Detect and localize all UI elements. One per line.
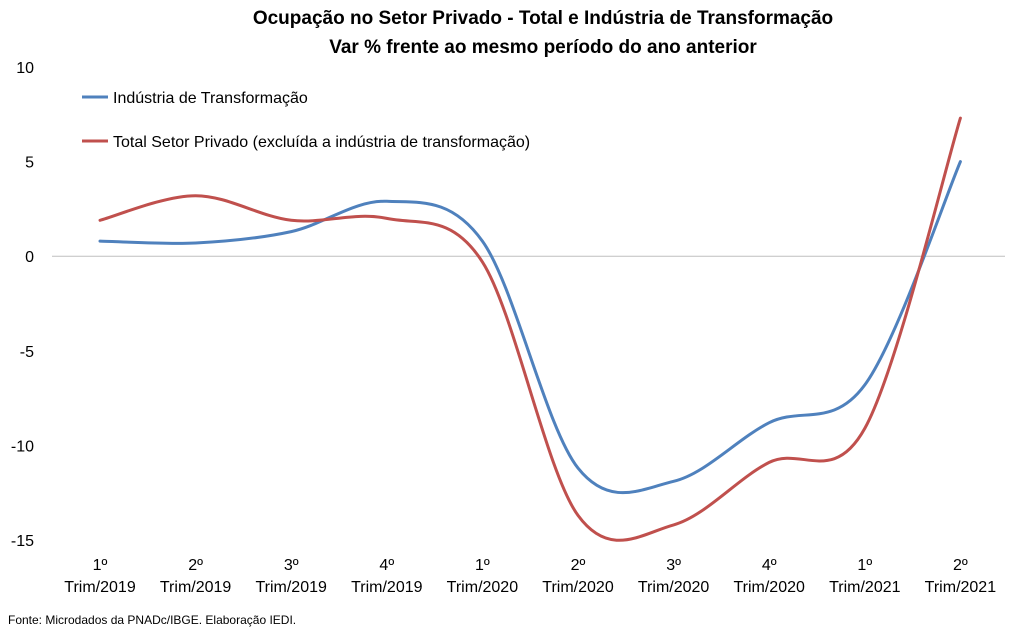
x-tick-label-year: Trim/2019 <box>160 579 232 596</box>
x-tick-label-quarter: 2º <box>188 557 203 574</box>
x-tick-label-year: Trim/2021 <box>829 579 901 596</box>
y-tick-label: -10 <box>11 438 34 455</box>
series-line-industria <box>98 160 962 495</box>
chart-subtitle: Var % frente ao mesmo período do ano ant… <box>329 37 757 58</box>
y-tick-label: 5 <box>25 155 34 172</box>
x-tick-label-year: Trim/2020 <box>638 579 710 596</box>
legend: Indústria de Transformação Total Setor P… <box>82 90 530 151</box>
x-tick-label: 3º Trim/2020 <box>638 557 710 596</box>
x-tick-label: 1º Trim/2019 <box>64 557 136 596</box>
x-tick-label-year: Trim/2020 <box>733 579 805 596</box>
x-tick-label: 1º Trim/2021 <box>829 557 901 596</box>
x-tick-label-quarter: 3º <box>666 557 681 574</box>
source-note: Fonte: Microdados da PNADc/IBGE. Elabora… <box>8 613 296 627</box>
x-tick-label-quarter: 4º <box>379 557 394 574</box>
x-tick-label-quarter: 1º <box>857 557 872 574</box>
x-tick-label: 4º Trim/2020 <box>733 557 805 596</box>
x-tick-label: 1º Trim/2020 <box>447 557 519 596</box>
x-tick-label-year: Trim/2020 <box>447 579 519 596</box>
x-tick-label-quarter: 1º <box>93 557 108 574</box>
x-tick-label-year: Trim/2020 <box>542 579 614 596</box>
x-tick-label-year: Trim/2019 <box>255 579 327 596</box>
series-line-total <box>98 116 962 542</box>
chart-title: Ocupação no Setor Privado - Total e Indú… <box>253 8 833 29</box>
x-axis-ticks: 1º Trim/2019 2º Trim/2019 3º Trim/2019 4º Trim/… <box>64 557 996 596</box>
series-lines <box>98 116 962 542</box>
legend-label-industria: Indústria de Transformação <box>113 90 308 107</box>
x-tick-label: 2º Trim/2020 <box>542 557 614 596</box>
x-tick-label-quarter: 1º <box>475 557 490 574</box>
legend-label-total: Total Setor Privado (excluída a indústri… <box>113 134 530 151</box>
x-tick-label: 2º Trim/2021 <box>925 557 997 596</box>
x-tick-label-quarter: 3º <box>284 557 299 574</box>
x-tick-label-year: Trim/2019 <box>64 579 136 596</box>
x-tick-label-year: Trim/2019 <box>351 579 423 596</box>
x-tick-label: 4º Trim/2019 <box>351 557 423 596</box>
y-axis-ticks: 10 5 0 -5 -10 -15 <box>11 60 34 550</box>
x-tick-label: 2º Trim/2019 <box>160 557 232 596</box>
x-tick-label: 3º Trim/2019 <box>255 557 327 596</box>
x-tick-label-year: Trim/2021 <box>925 579 997 596</box>
x-tick-label-quarter: 2º <box>953 557 968 574</box>
x-tick-label-quarter: 2º <box>571 557 586 574</box>
y-tick-label: 0 <box>25 249 34 266</box>
x-tick-label-quarter: 4º <box>762 557 777 574</box>
y-tick-label: -15 <box>11 533 34 550</box>
y-tick-label: -5 <box>20 344 34 361</box>
y-tick-label: 10 <box>16 60 34 77</box>
